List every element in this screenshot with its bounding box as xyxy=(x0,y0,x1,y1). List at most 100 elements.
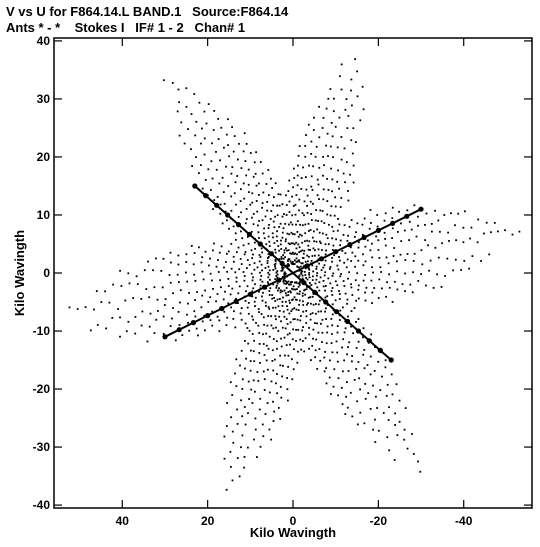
uv-point xyxy=(369,408,372,410)
uv-point xyxy=(211,324,214,327)
uv-point xyxy=(225,133,228,136)
uv-point xyxy=(428,269,430,272)
uv-point xyxy=(332,385,335,388)
uv-point xyxy=(243,466,245,469)
uv-point xyxy=(393,247,396,249)
uv-point xyxy=(230,195,233,198)
uv-point xyxy=(374,418,376,421)
uv-point xyxy=(338,290,340,292)
uv-point xyxy=(286,232,289,235)
uv-point xyxy=(218,319,221,322)
uv-point xyxy=(377,429,380,432)
uv-point xyxy=(276,240,279,242)
uv-point xyxy=(339,75,341,78)
uv-point xyxy=(280,269,283,272)
uv-point xyxy=(330,167,332,170)
uv-point xyxy=(326,200,329,202)
uv-point xyxy=(312,303,315,306)
uv-point xyxy=(194,299,196,301)
uv-point xyxy=(252,350,255,353)
uv-point xyxy=(387,262,390,265)
uv-point xyxy=(317,303,320,306)
uv-point xyxy=(238,285,241,288)
uv-point xyxy=(248,398,250,400)
uv-point xyxy=(386,281,388,284)
y-tick-label: 30 xyxy=(37,92,51,106)
uv-point xyxy=(240,307,243,309)
uv-point xyxy=(286,282,289,285)
uv-point xyxy=(269,218,272,220)
uv-point xyxy=(288,200,291,203)
uv-point xyxy=(336,331,339,334)
uv-point xyxy=(282,227,285,230)
uv-point xyxy=(218,251,221,254)
uv-point xyxy=(164,298,167,300)
uv-point xyxy=(259,362,261,364)
uv-point xyxy=(252,379,255,382)
uv-point xyxy=(337,394,339,397)
uv-point xyxy=(372,271,374,274)
uv-point xyxy=(253,268,256,271)
uv-point xyxy=(308,333,311,336)
uv-point xyxy=(223,266,225,269)
uv-point xyxy=(370,222,372,224)
uv-point xyxy=(268,194,270,196)
uv-point xyxy=(235,203,237,206)
uv-point xyxy=(331,324,334,327)
uv-point xyxy=(253,438,255,441)
uv-point xyxy=(254,283,256,286)
uv-point xyxy=(443,214,446,216)
uv-point xyxy=(387,419,390,421)
uv-point xyxy=(247,412,249,414)
uv-point xyxy=(363,217,366,220)
uv-point xyxy=(258,194,260,196)
uv-point xyxy=(213,242,215,245)
uv-point xyxy=(285,194,287,197)
uv-point xyxy=(231,479,234,482)
uv-point xyxy=(258,311,260,313)
uv-point xyxy=(242,182,245,185)
uv-point xyxy=(324,271,327,274)
uv-point xyxy=(289,281,292,284)
uv-point xyxy=(112,283,114,286)
uv-point xyxy=(306,303,308,306)
y-tick-label: 20 xyxy=(37,150,51,164)
uv-point xyxy=(323,264,326,267)
uv-point xyxy=(243,456,246,458)
uv-point xyxy=(279,386,282,388)
uv-point xyxy=(358,377,360,380)
uv-point xyxy=(276,392,278,395)
uv-point xyxy=(162,315,165,318)
uv-point xyxy=(257,324,260,327)
uv-point xyxy=(393,280,396,283)
uv-point xyxy=(231,394,234,396)
uv-point xyxy=(364,260,367,263)
uv-point xyxy=(323,274,326,277)
uv-point xyxy=(277,289,279,292)
uv-point xyxy=(432,287,435,289)
uv-point xyxy=(211,142,213,145)
uv-point xyxy=(308,230,310,232)
uv-point xyxy=(266,324,269,327)
uv-point xyxy=(308,272,311,274)
uv-point xyxy=(244,322,247,325)
uv-point xyxy=(340,88,343,91)
uv-point xyxy=(264,301,267,304)
uv-point xyxy=(399,253,402,256)
uv-point xyxy=(476,241,479,244)
uv-point xyxy=(228,227,230,230)
uv-point xyxy=(400,222,402,225)
uv-point xyxy=(342,306,344,309)
uv-point xyxy=(215,168,218,171)
uv-point xyxy=(339,239,342,242)
uv-point xyxy=(284,280,287,282)
uv-point xyxy=(342,172,345,175)
uv-point xyxy=(384,212,387,215)
uv-point xyxy=(200,164,202,166)
uv-point xyxy=(76,308,79,310)
uv-point xyxy=(350,89,352,92)
uv-point xyxy=(351,251,354,254)
uv-point xyxy=(295,340,297,342)
uv-point xyxy=(230,209,233,212)
uv-point xyxy=(425,212,428,215)
